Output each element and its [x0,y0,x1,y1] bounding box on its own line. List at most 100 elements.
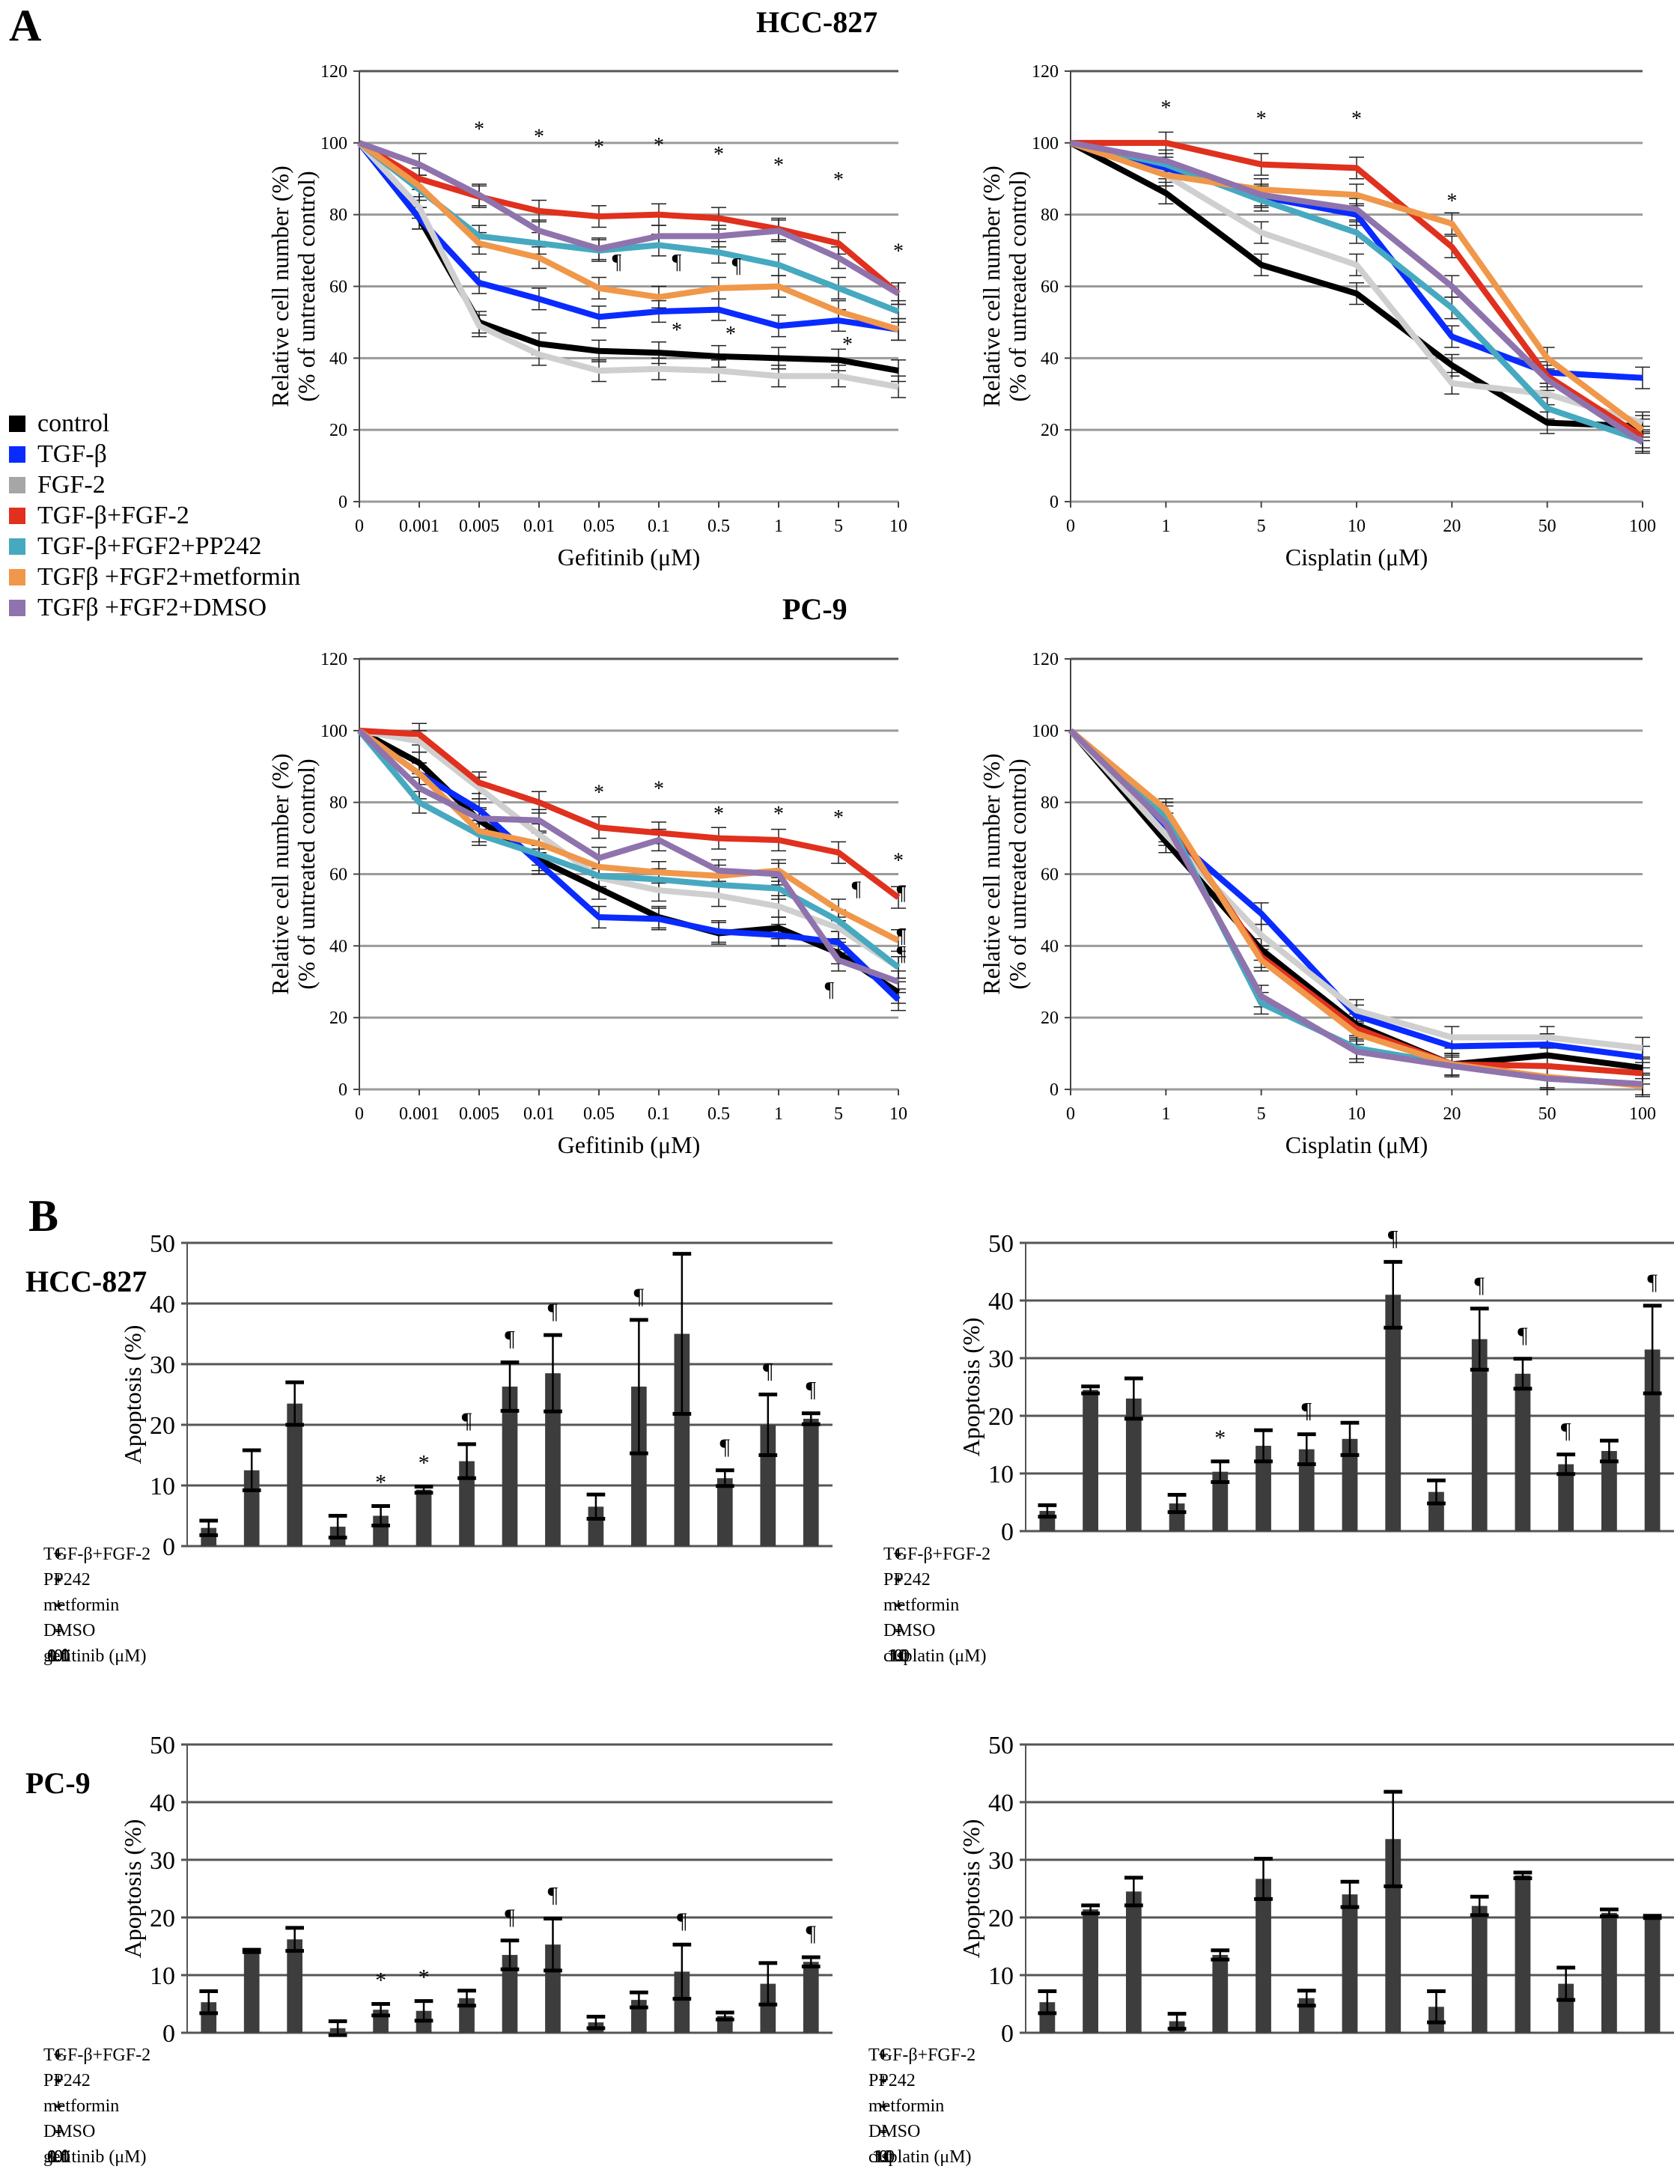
treatment-table-hcc827-gefitinib: TGF-β+FGF-2- - - + + + + + + + + + + + + PP242- - - - - - + + +… [43,1545,844,1676]
x-tick-label: 5 [1257,1104,1266,1124]
treatment-cell: + [53,2045,64,2065]
significance-asterisk: * [419,1451,430,1476]
x-tick-label: 1 [774,1104,783,1124]
treatment-cell: + [878,2045,889,2065]
treatment-cell: - [880,2071,886,2090]
treatment-cell: + [53,2122,64,2141]
treatment-cell: 0.1 [47,2147,70,2167]
treatment-table-pc9-gefitinib: TGF-β+FGF-2- - - + + + + + + + + + + + + PP242- - - - - - + + +… [43,2045,844,2177]
treatment-cell: 0 [54,2147,63,2167]
treatment-cell: + [893,1596,904,1615]
treatment-cell: - [880,2071,886,2090]
treatment-cell: - [880,2122,886,2141]
treatment-row-label: DMSO [43,2122,96,2141]
treatment-cell: - [55,1621,61,1640]
treatment-cell: - [55,2122,61,2141]
bar [803,1418,819,1546]
treatment-cell: - [895,1596,901,1615]
significance-pilcrow: ¶ [634,1284,645,1309]
x-tick-label: 50 [1539,1104,1556,1124]
treatment-cell: - [880,2096,886,2116]
significance-asterisk: * [833,168,844,192]
treatment-cell: - [55,2096,61,2116]
treatment-cell: - [55,1570,61,1590]
y-tick-label: 30 [150,1847,175,1875]
y-tick-label: 60 [329,866,347,885]
treatment-cell: - [55,2071,61,2090]
treatment-cell: + [53,2045,64,2065]
treatment-cell: 0.1 [47,2147,70,2167]
treatment-cell: - [55,2071,61,2090]
y-tick-label: 10 [150,1962,175,1990]
legend-item: FGF-2 [9,469,300,500]
bar [1298,1449,1315,1531]
x-tick-label: 10 [889,517,907,536]
x-tick-label: 0.01 [523,1104,555,1124]
series-line-tgf-fgf2-metformin [1068,728,1643,1089]
y-tick-label: 60 [1041,866,1059,885]
y-axis-label: Apoptosis (%) [119,1819,146,1959]
x-tick-label: 100 [1629,1104,1656,1124]
treatment-cell: + [53,2045,64,2065]
treatment-cell: + [893,1545,904,1564]
significance-pilcrow: ¶ [1388,1228,1399,1250]
x-tick-label: 0.1 [648,517,670,536]
y-axis-label: Apoptosis (%) [958,1819,984,1959]
treatment-cell: - [55,2096,61,2116]
significance-asterisk: * [375,1968,386,1993]
line-chart-pc9-gefitinib: 0 20 40 60 80 100 120 0 0.001 0.005 0.01 0.05 0.1 0.5… [267,650,907,1158]
treatment-cell: + [893,1570,904,1590]
treatment-cell: + [893,1545,904,1564]
treatment-cell: + [53,2071,64,2090]
treatment-cell: + [53,1621,64,1640]
treatment-cell: 10 [874,2147,892,2167]
x-tick-label: 0 [1066,517,1075,536]
treatment-cell: - [880,2071,886,2090]
treatment-cell: + [893,1545,904,1564]
significance-asterisk: * [1351,107,1362,130]
y-tick-label: 60 [1041,278,1059,297]
y-tick-label: 40 [150,1789,175,1817]
treatment-cell: - [55,1621,61,1640]
treatment-cell: - [55,2096,61,2116]
treatment-cell: + [878,2045,889,2065]
x-tick-label: 0.1 [648,1104,670,1124]
treatment-cell: - [880,2071,886,2090]
series-line-tgf- [357,728,901,1003]
treatment-cell: - [55,2071,61,2090]
y-axis-label: Apoptosis (%) [958,1318,984,1457]
treatment-cell: + [53,2096,64,2116]
treatment-cell: 10 [874,2147,892,2167]
treatment-cell: + [878,2096,889,2116]
treatment-cell: + [53,1570,64,1590]
y-tick-label: 100 [1032,134,1059,153]
treatment-row-label: metformin [43,1596,120,1615]
treatment-cell: 1.0 [872,2147,895,2167]
significance-pilcrow: ¶ [1301,1399,1312,1423]
treatment-cell: - [55,1570,61,1590]
significance-pilcrow: ¶ [548,1299,559,1324]
y-tick-label: 80 [1041,794,1059,813]
treatment-cell: 1.0 [872,2147,895,2167]
significance-pilcrow: ¶ [1561,1419,1571,1444]
treatment-cell: + [878,2045,889,2065]
significance-pilcrow: ¶ [462,1408,472,1433]
legend-swatch [9,445,25,463]
treatment-cell: + [878,2045,889,2065]
treatment-cell: - [895,1545,901,1564]
treatment-cell: + [878,2045,889,2065]
treatment-cell: + [53,1570,64,1590]
treatment-cell: - [55,1570,61,1590]
treatment-cell: - [895,1570,901,1590]
treatment-cell: - [895,1621,901,1640]
bar [545,1944,561,2033]
treatment-row-label: TGF-β+FGF-2 [43,1545,151,1564]
treatment-cell: - [55,1621,61,1640]
treatment-row-label: PP242 [868,2071,916,2090]
treatment-cell: - [55,1570,61,1590]
significance-pilcrow: ¶ [505,1327,515,1351]
treatment-cell: - [895,1570,901,1590]
treatment-cell: - [55,2122,61,2141]
bar [502,1955,518,2033]
treatment-cell: - [895,1570,901,1590]
